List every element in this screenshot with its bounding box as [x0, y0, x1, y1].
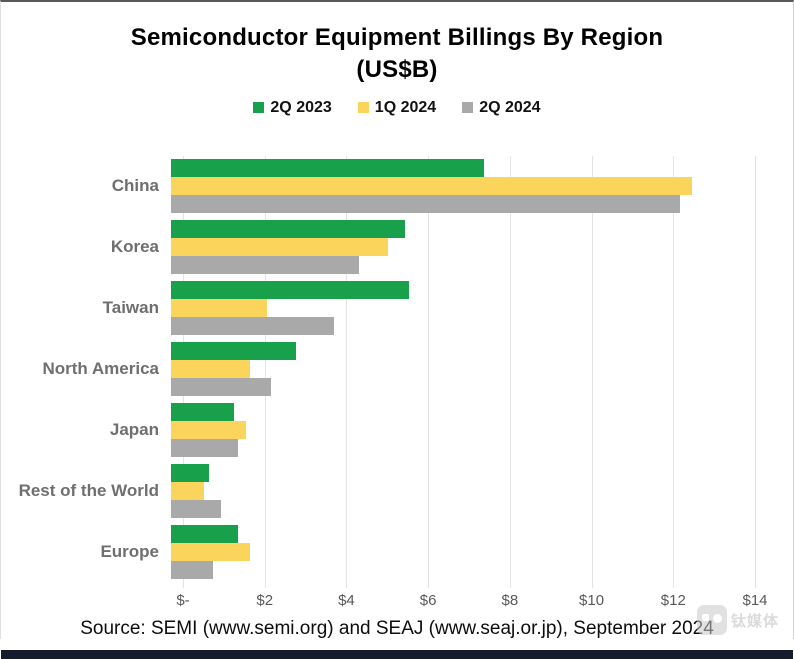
chart-title-line1: Semiconductor Equipment Billings By Regi… [130, 24, 664, 51]
bar-stack [171, 463, 755, 518]
bar [171, 342, 297, 360]
bar-group: China [1, 156, 755, 217]
bar [171, 360, 251, 378]
bar [171, 481, 205, 500]
legend-swatch-icon [357, 102, 369, 114]
bar [171, 560, 213, 579]
category-label: China [111, 176, 159, 196]
watermark-logo-icon [696, 605, 727, 635]
bar [171, 220, 405, 239]
legend-item-0: 2Q 2023 [253, 98, 332, 117]
bar [171, 420, 247, 439]
chart-title-line2: (US$B) [356, 56, 438, 84]
legend: 2Q 2023 1Q 2024 2Q 2024 [1, 97, 793, 119]
bar [171, 463, 209, 482]
x-axis-tick-label: $12 [660, 592, 686, 609]
bar-stack [171, 524, 755, 579]
chart-page: Semiconductor Equipment Billings By Regi… [1, 22, 793, 659]
bar-group: Rest of the World [1, 460, 755, 521]
gridline [755, 156, 756, 588]
legend-swatch-icon [253, 102, 265, 114]
bar [171, 299, 267, 318]
bottom-bar [1, 650, 793, 659]
bar [171, 281, 409, 300]
x-axis-tick-label: $6 [419, 592, 437, 609]
category-label: Japan [109, 419, 159, 439]
bar [171, 402, 234, 421]
bar-group: Japan [1, 399, 755, 460]
x-axis-tick-label: $10 [579, 592, 605, 609]
bar [171, 499, 222, 518]
bar-stack [171, 159, 755, 214]
bar-group: North America [1, 339, 755, 400]
category-label: Europe [100, 541, 159, 561]
page-title: Semiconductor Equipment Billings By Regi… [1, 22, 793, 87]
bar [171, 438, 238, 457]
bar [171, 317, 334, 336]
category-label: Rest of the World [18, 480, 159, 500]
watermark: 钛媒体 [696, 605, 779, 635]
bar [171, 542, 251, 561]
bar [171, 524, 238, 543]
x-axis-tick-label: $2 [256, 592, 274, 609]
legend-label: 1Q 2024 [374, 98, 437, 116]
legend-item-1: 1Q 2024 [357, 98, 437, 117]
x-axis-tick-label: $4 [338, 592, 355, 609]
bar-group: Korea [1, 217, 755, 278]
source-text: Source: SEMI (www.semi.org) and SEAJ (ww… [80, 618, 714, 639]
bar [171, 195, 680, 214]
category-label: North America [42, 359, 159, 378]
bar-stack [171, 281, 755, 336]
bar-stack [171, 402, 755, 457]
bar [171, 378, 272, 396]
legend-label: 2Q 2024 [479, 98, 541, 116]
x-axis: $- $2 $4 $6 $8 $10 $12 $14 [176, 588, 767, 610]
legend-label: 2Q 2023 [270, 98, 332, 116]
bar-chart: China Korea Taiwan North America Japan Rest o… [1, 154, 793, 610]
x-axis-tick-label: $14 [742, 592, 768, 609]
x-axis-tick-label: $- [176, 592, 190, 609]
watermark-text: 钛媒体 [730, 612, 779, 630]
category-label: Korea [110, 237, 159, 257]
bar [171, 238, 388, 257]
bar-group: Europe [1, 521, 755, 582]
category-label: Taiwan [102, 298, 159, 318]
bar [171, 177, 693, 196]
bar-group: Taiwan [1, 278, 755, 339]
bar-stack [171, 220, 755, 275]
bar-stack [171, 342, 755, 396]
x-axis-tick-label: $8 [501, 592, 519, 609]
chart-rows: China Korea Taiwan North America Japan Rest o… [1, 156, 755, 582]
bar [171, 159, 484, 178]
bar [171, 256, 359, 275]
legend-swatch-icon [462, 102, 474, 114]
legend-item-2: 2Q 2024 [462, 98, 541, 117]
